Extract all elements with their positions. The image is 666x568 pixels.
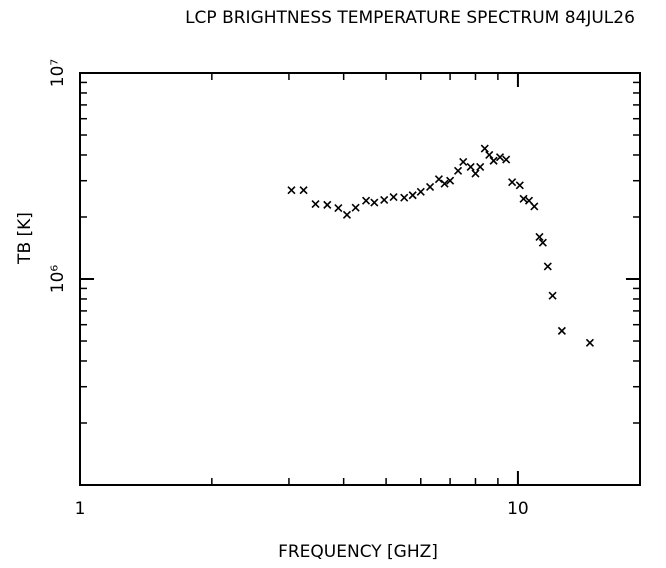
marker-stroke [519,194,528,203]
data-point [519,194,528,203]
marker-stroke [502,155,511,164]
data-point [480,144,489,153]
marker-stroke [311,200,320,209]
data-point [508,178,517,187]
x-tick-label: 1 [75,499,86,519]
marker-stroke [454,166,463,175]
data-point [389,192,398,202]
marker-stroke [557,326,566,335]
marker-stroke [400,193,409,202]
marker-stroke [299,186,308,195]
y-tick-label: 10⁶ [48,265,68,294]
marker-stroke [485,150,494,160]
data-point [342,210,352,219]
marker-stroke [389,192,398,202]
y-axis-label: TB [K] [15,212,35,265]
data-point [543,262,552,271]
data-point [548,291,557,300]
data-point [585,338,594,347]
marker-stroke [446,176,455,185]
marker-stroke [408,191,417,200]
data-point [459,157,468,167]
data-point [557,326,566,335]
marker-stroke [538,238,547,247]
data-point [495,153,505,162]
marker-stroke [370,198,379,207]
marker-stroke [434,175,443,184]
data-point [311,200,320,209]
marker-stroke [361,196,371,205]
data-point [323,200,332,209]
marker-stroke [471,169,480,178]
data-point [370,198,379,207]
marker-stroke [416,187,425,196]
data-point [416,187,425,196]
data-point [334,203,343,213]
marker-stroke [323,200,332,209]
marker-stroke [585,338,594,347]
marker-stroke [543,262,552,271]
marker-stroke [530,202,539,211]
data-point [530,202,539,211]
data-point [425,182,435,191]
data-point [299,186,308,195]
marker-stroke [351,203,360,212]
marker-stroke [508,178,517,187]
marker-stroke [495,153,505,162]
marker-stroke [342,210,352,219]
marker-stroke [476,162,485,171]
data-point [400,193,409,202]
data-point [380,195,389,204]
marker-stroke [334,203,343,213]
data-point [502,155,511,164]
data-point [535,232,544,242]
data-point [515,181,524,190]
plot-frame [79,72,641,486]
marker-stroke [515,181,524,190]
x-tick-label: 10 [507,499,529,519]
data-point [351,203,360,212]
marker-stroke [466,162,475,171]
data-point [440,179,449,188]
x-axis-label: FREQUENCY [GHZ] [278,542,438,562]
marker-stroke [535,232,544,242]
data-point [287,186,296,195]
data-point [454,166,463,175]
data-point [434,175,443,184]
marker-stroke [548,291,557,300]
data-point [489,156,498,165]
data-point [485,150,494,160]
chart-title: LCP BRIGHTNESS TEMPERATURE SPECTRUM 84JU… [185,8,635,28]
marker-stroke [524,196,534,205]
y-tick-label: 10⁷ [48,59,68,88]
data-point [471,169,480,178]
marker-stroke [287,186,296,195]
data-point [466,162,475,171]
data-point [408,191,417,200]
marker-stroke [489,156,498,165]
marker-stroke [459,157,468,167]
data-point [476,162,485,171]
data-point [538,238,547,247]
marker-stroke [380,195,389,204]
data-point [361,196,371,205]
marker-stroke [480,144,489,153]
data-point [446,176,455,185]
marker-stroke [425,182,435,191]
marker-stroke [440,179,449,188]
